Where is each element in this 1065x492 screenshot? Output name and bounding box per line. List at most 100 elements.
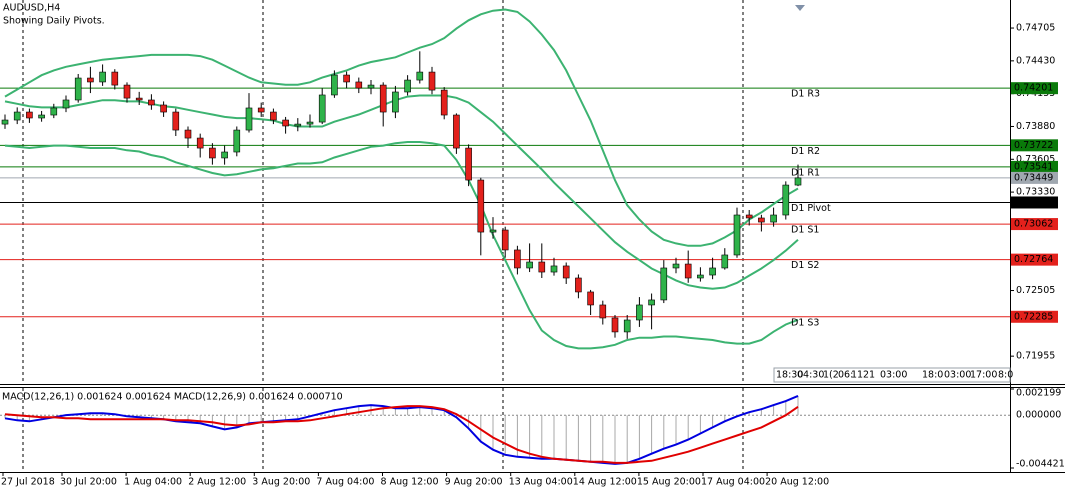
candle-body bbox=[367, 84, 375, 89]
time-strip bbox=[773, 367, 1011, 383]
shift-marker bbox=[795, 5, 805, 11]
y-tick-label: -0.004421 bbox=[1016, 459, 1065, 470]
price-label-box bbox=[1011, 253, 1058, 266]
candle-body bbox=[709, 267, 716, 276]
pivot-level-label: D1 Pivot bbox=[791, 203, 831, 214]
price-label-box bbox=[1011, 196, 1058, 209]
time-label: 06: bbox=[838, 370, 853, 381]
pivot-level-label: D1 S1 bbox=[791, 225, 819, 236]
candle-body bbox=[245, 107, 253, 131]
candle-body bbox=[697, 274, 704, 279]
candle-body bbox=[770, 214, 777, 223]
x-tick-label: 3 Aug 20:00 bbox=[252, 477, 310, 488]
time-label: 8:0 bbox=[998, 370, 1013, 381]
candle-body bbox=[111, 71, 119, 86]
candle-body bbox=[257, 107, 265, 113]
candle-body bbox=[611, 317, 619, 333]
candle-body bbox=[392, 91, 399, 113]
candle-body bbox=[660, 267, 668, 301]
y-tick-label: 0.74705 bbox=[1016, 23, 1055, 34]
y-tick-label: 0.000000 bbox=[1016, 410, 1061, 421]
time-label: 17:00 bbox=[970, 370, 997, 381]
price-label: 0.73062 bbox=[1014, 219, 1053, 230]
candle-body bbox=[343, 74, 350, 83]
candle-body bbox=[782, 184, 790, 216]
candle-body bbox=[135, 97, 143, 101]
candle-body bbox=[160, 104, 167, 113]
candle-body bbox=[331, 74, 338, 96]
pivot-level-label: D1 S3 bbox=[791, 317, 819, 328]
candle-body bbox=[672, 263, 680, 269]
candle-body bbox=[623, 319, 631, 333]
candle-body bbox=[648, 299, 655, 306]
time-label: 18:0 bbox=[922, 370, 943, 381]
y-tick-label: 0.73880 bbox=[1016, 121, 1055, 132]
pivot-level-label: D1 S2 bbox=[791, 260, 819, 271]
candle-body bbox=[379, 84, 387, 113]
macd-line bbox=[4, 405, 799, 464]
candle-body bbox=[514, 249, 521, 269]
y-tick-label: 0.002199 bbox=[1016, 388, 1061, 399]
candle-body bbox=[172, 111, 180, 131]
candle-body bbox=[50, 107, 58, 116]
x-tick-label: 30 Jul 20:00 bbox=[60, 477, 117, 488]
candle-body bbox=[99, 71, 106, 83]
candle-body bbox=[526, 261, 533, 269]
pivot-level-label: D1 R1 bbox=[791, 167, 820, 178]
candle-body bbox=[355, 81, 363, 89]
candle-body bbox=[13, 111, 21, 121]
x-tick-label: 17 Aug 04:00 bbox=[701, 477, 765, 488]
candle-body bbox=[209, 147, 216, 159]
candle-body bbox=[38, 114, 45, 119]
candle-body bbox=[550, 265, 558, 273]
x-tick-label: 2 Aug 12:00 bbox=[188, 477, 246, 488]
time-label: 1(2 bbox=[823, 370, 839, 381]
bid-label-box bbox=[1011, 171, 1058, 184]
x-tick-label: 13 Aug 04:00 bbox=[509, 477, 573, 488]
time-label: 1 bbox=[857, 370, 863, 381]
candle-body bbox=[87, 77, 94, 83]
candle-body bbox=[538, 261, 546, 273]
candle-body bbox=[489, 229, 497, 233]
candle-body bbox=[745, 214, 753, 219]
candle-body bbox=[758, 217, 765, 223]
y-tick-label: 0.71955 bbox=[1016, 351, 1055, 362]
candle-body bbox=[123, 84, 131, 99]
time-label: 1 bbox=[851, 370, 857, 381]
x-tick-label: 9 Aug 20:00 bbox=[445, 477, 503, 488]
x-tick-label: 27 Jul 2018 bbox=[1, 477, 55, 488]
x-tick-label: 8 Aug 12:00 bbox=[381, 477, 439, 488]
y-tick-label: 0.72505 bbox=[1016, 285, 1055, 296]
candle-body bbox=[26, 111, 33, 119]
price-label: 0.73243 bbox=[1014, 197, 1053, 208]
candle-body bbox=[428, 71, 436, 91]
pivot-level-label: D1 R2 bbox=[791, 146, 820, 157]
x-tick-label: 20 Aug 12:00 bbox=[765, 477, 829, 488]
price-label-box bbox=[1011, 160, 1058, 173]
candle-body bbox=[233, 129, 241, 153]
candle-body bbox=[148, 99, 155, 106]
candle-body bbox=[416, 71, 424, 81]
candle-body bbox=[74, 77, 82, 101]
candle-body bbox=[501, 229, 509, 251]
candle-body bbox=[184, 129, 192, 139]
price-label: 0.74201 bbox=[1014, 83, 1053, 94]
time-label: 04:30 bbox=[797, 370, 824, 381]
y-tick-label: 0.73330 bbox=[1016, 187, 1055, 198]
macd-label: MACD(12,26,1) 0.001624 0.001624 MACD(12,… bbox=[2, 392, 343, 403]
candle-body bbox=[453, 114, 460, 149]
candle-body bbox=[440, 89, 448, 116]
candle-body bbox=[721, 254, 729, 269]
candle-body bbox=[282, 119, 289, 127]
price-label: 0.73722 bbox=[1014, 140, 1053, 151]
price-label-box bbox=[1011, 310, 1058, 323]
macd-line bbox=[4, 394, 799, 465]
candle-body bbox=[294, 123, 302, 127]
candle-body bbox=[318, 94, 326, 123]
chart-subtitle: Showing Daily Pivots. bbox=[3, 16, 105, 27]
price-label-box bbox=[1011, 139, 1058, 152]
price-label-box bbox=[1011, 82, 1058, 95]
x-tick-label: 7 Aug 04:00 bbox=[316, 477, 374, 488]
